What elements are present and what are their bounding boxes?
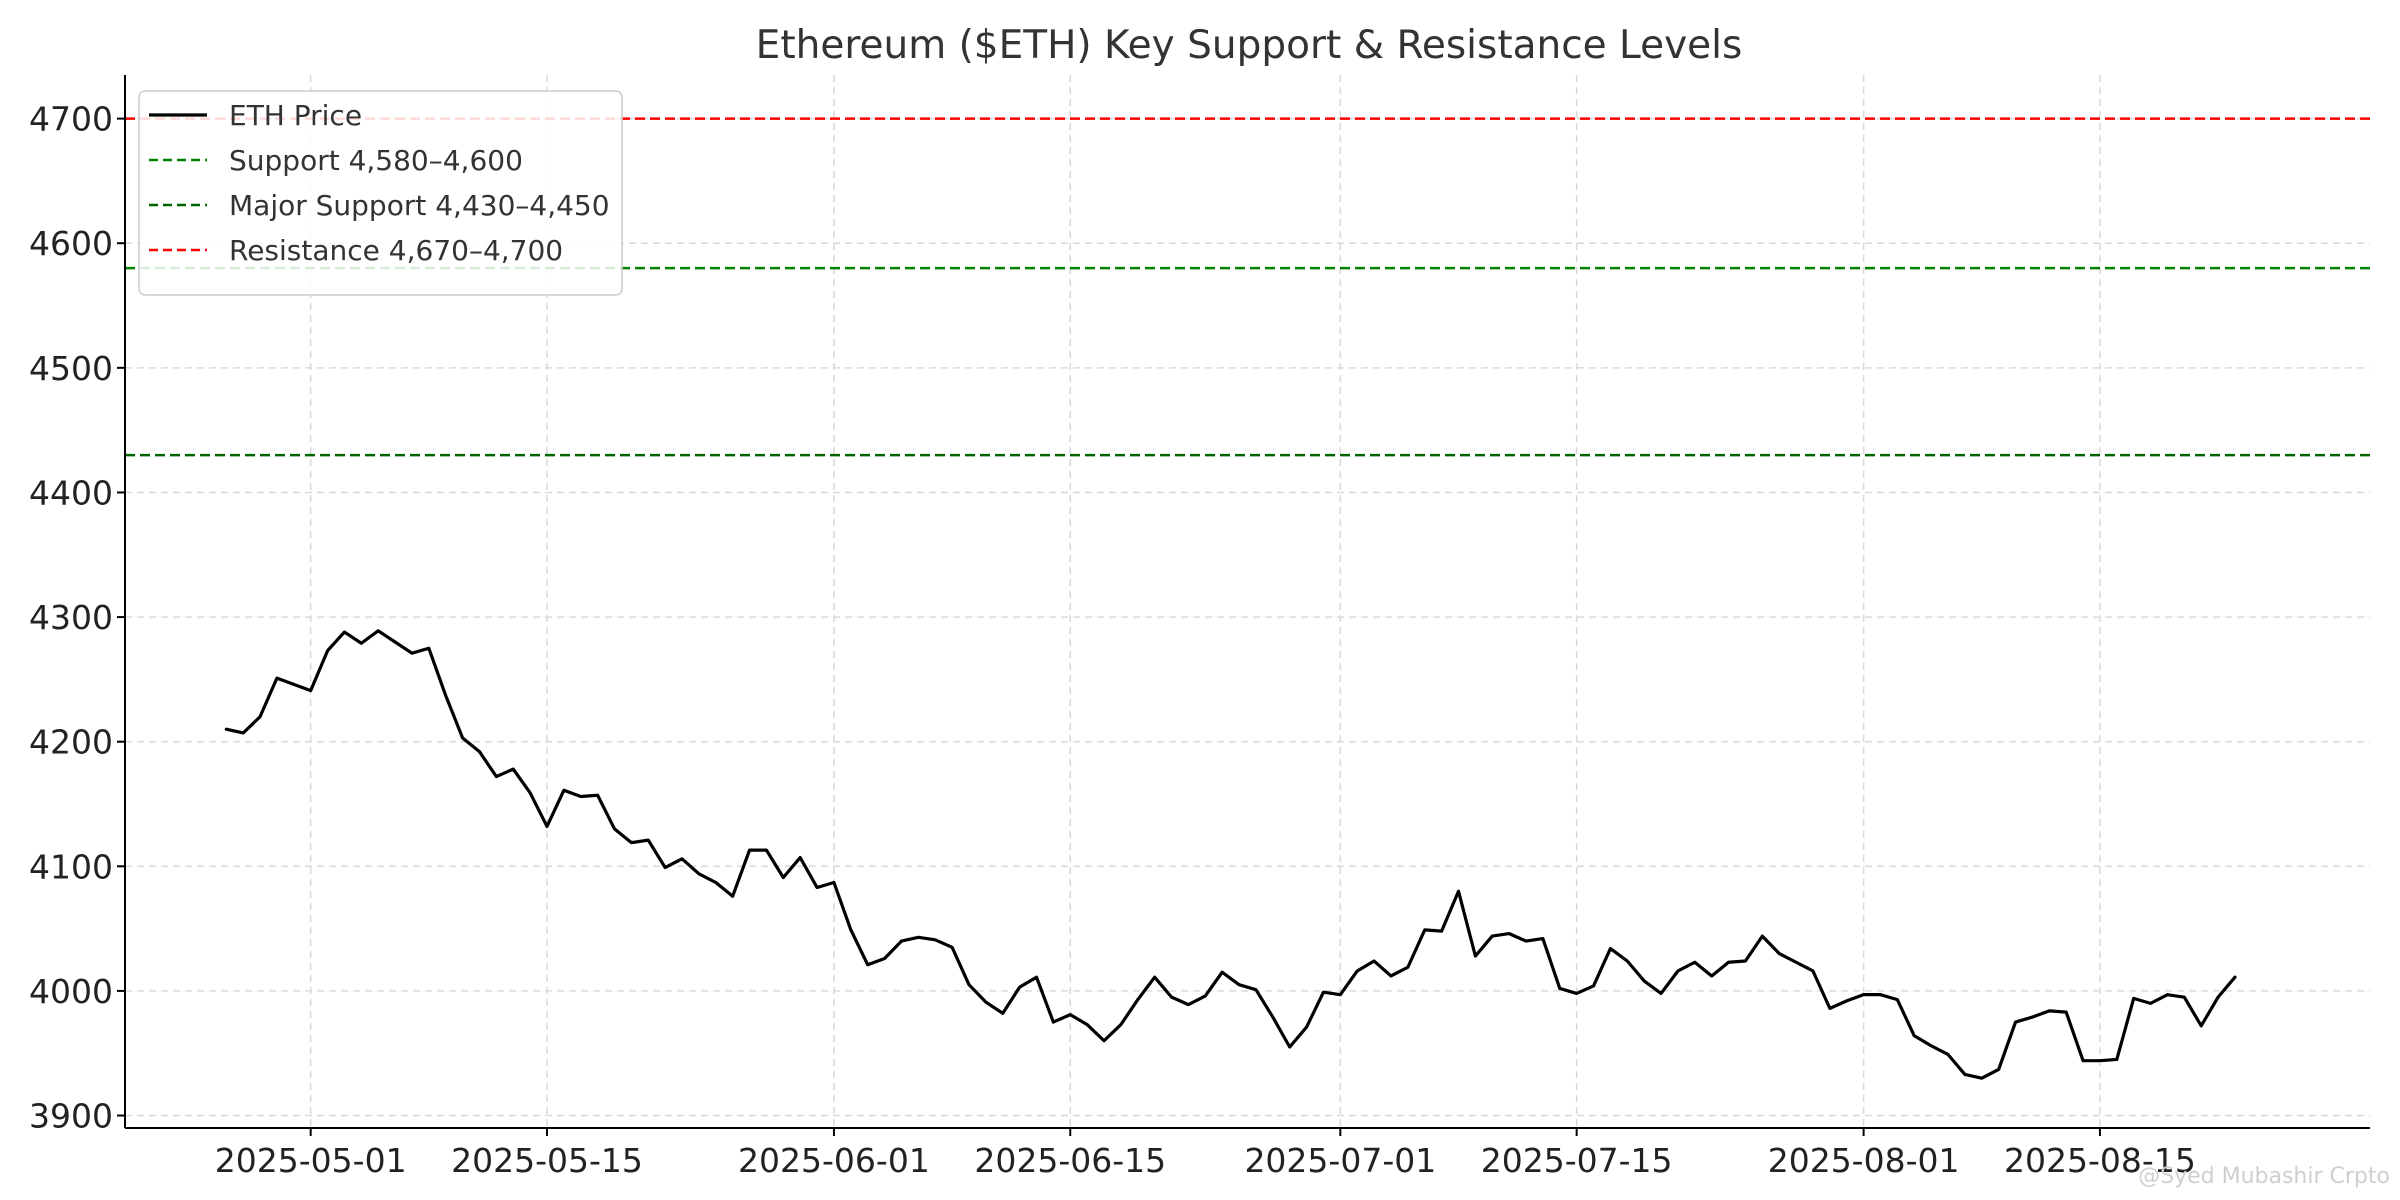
x-tick-label: 2025-08-01 — [1768, 1141, 1960, 1180]
chart-title: Ethereum ($ETH) Key Support & Resistance… — [756, 23, 1743, 68]
y-tick-label: 4700 — [29, 100, 113, 139]
y-tick-label: 4200 — [29, 723, 113, 762]
tick-labels: 3900 4000 4100 4200 4300 4400 4500 4600 4700 2025… — [29, 100, 2196, 1180]
x-tick-label: 2025-07-01 — [1244, 1141, 1436, 1180]
watermark: @Syed Mubashir Crpto — [2138, 1164, 2390, 1189]
y-tick-label: 3900 — [29, 1097, 113, 1136]
x-tick-label: 2025-05-01 — [215, 1141, 407, 1180]
x-tick-label: 2025-07-15 — [1481, 1141, 1673, 1180]
y-tick-label: 4300 — [29, 598, 113, 637]
legend-label-1: Support 4,580–4,600 — [229, 144, 523, 177]
legend-label-2: Major Support 4,430–4,450 — [229, 189, 610, 222]
y-tick-label: 4000 — [29, 972, 113, 1011]
price-series — [224, 629, 2237, 1080]
x-tick-label: 2025-06-15 — [974, 1141, 1166, 1180]
y-tick-label: 4500 — [29, 349, 113, 388]
x-tick-label: 2025-08-15 — [2004, 1141, 2196, 1180]
legend-box — [138, 90, 623, 296]
axes — [117, 75, 2370, 1136]
y-tick-label: 4100 — [29, 847, 113, 886]
legend-label-3: Resistance 4,670–4,700 — [229, 234, 563, 267]
legend-label-0: ETH Price — [229, 99, 362, 132]
y-tick-label: 4400 — [29, 473, 113, 512]
x-tick-label: 2025-05-15 — [451, 1141, 643, 1180]
x-tick-label: 2025-06-01 — [738, 1141, 930, 1180]
legend: ETH Price Support 4,580–4,600 Major Suppor… — [138, 90, 623, 296]
y-tick-label: 4600 — [29, 224, 113, 263]
series-line-0 — [224, 629, 2237, 1080]
